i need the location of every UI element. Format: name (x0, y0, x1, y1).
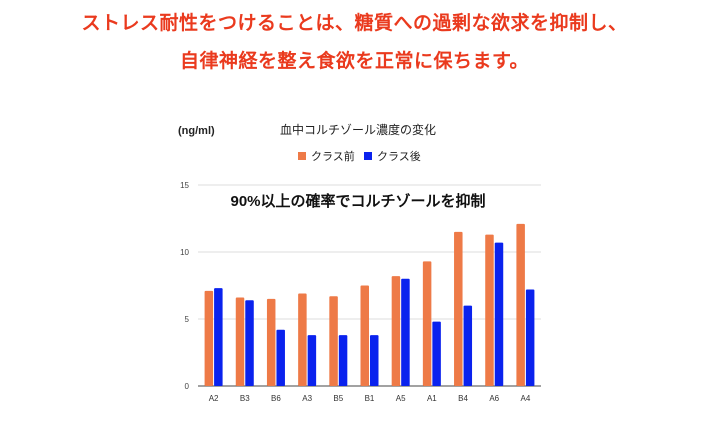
bar-before-A1 (422, 261, 432, 386)
headline-line-1: ストレス耐性をつけることは、糖質への過剰な欲求を抑制し、 (81, 12, 628, 34)
bar-before-A2 (204, 290, 214, 386)
bar-before-A5 (391, 276, 401, 386)
x-tick-label: A2 (209, 394, 219, 403)
bar-after-A6 (494, 242, 504, 386)
x-tick-label: A5 (396, 394, 406, 403)
x-tick-label: B1 (365, 394, 375, 403)
x-tick-label: A6 (489, 394, 499, 403)
x-tick-label: B4 (458, 394, 468, 403)
x-tick-label: B6 (271, 394, 281, 403)
headline-line-2: 自律神経を整え食欲を正常に保ちます。 (179, 50, 530, 72)
bar-after-B5 (338, 335, 348, 386)
y-tick-label: 10 (180, 248, 189, 257)
bar-before-B6 (266, 298, 276, 386)
legend-swatch (298, 152, 306, 160)
x-tick-label: A3 (302, 394, 312, 403)
bar-after-A2 (214, 288, 223, 386)
x-tick-label: A1 (427, 394, 437, 403)
x-tick-label: A4 (521, 394, 531, 403)
bar-after-B3 (245, 300, 254, 386)
y-axis-label: (ng/ml) (178, 125, 215, 137)
bar-before-A3 (298, 293, 307, 386)
y-tick-label: 15 (180, 181, 189, 190)
x-tick-label: B3 (240, 394, 250, 403)
legend: クラス前 クラス後 (298, 149, 421, 163)
bar-before-A6 (485, 234, 494, 386)
bar-after-B1 (370, 335, 379, 386)
bar-before-A4 (516, 223, 525, 386)
chart-annotation: 90%以上の確率でコルチゾールを抑制 (230, 192, 485, 210)
bar-before-B1 (360, 285, 369, 386)
bar-before-B3 (235, 297, 245, 386)
bar-after-A3 (307, 335, 317, 386)
chart-title: 血中コルチゾール濃度の変化 (280, 122, 436, 137)
legend-swatch (364, 152, 372, 160)
bar-after-A4 (525, 289, 535, 386)
bar-before-B5 (329, 296, 338, 386)
bar-after-B6 (276, 329, 285, 386)
x-tick-label: B5 (333, 394, 343, 403)
bar-after-A1 (432, 321, 441, 386)
y-tick-label: 0 (185, 382, 190, 391)
bar-after-B4 (463, 305, 473, 386)
legend-label: クラス前 (311, 149, 355, 163)
legend-label: クラス後 (377, 149, 421, 163)
bar-after-A5 (401, 278, 410, 386)
bar-before-B4 (454, 231, 463, 386)
y-tick-label: 5 (185, 315, 190, 324)
